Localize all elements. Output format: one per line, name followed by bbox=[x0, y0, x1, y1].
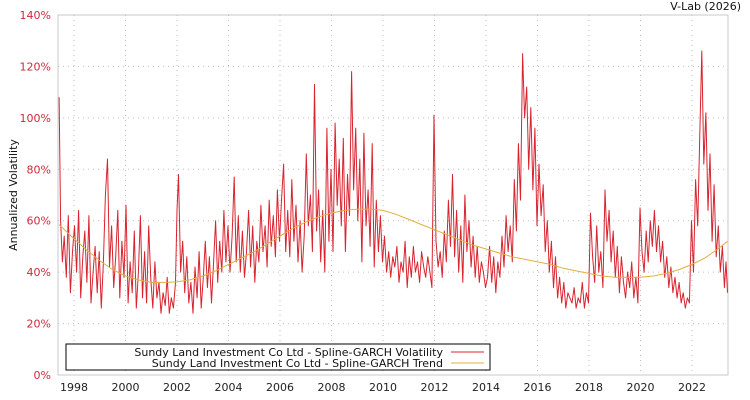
y-tick-label: 140% bbox=[20, 9, 51, 22]
y-tick-label: 60% bbox=[27, 215, 51, 228]
legend: Sundy Land Investment Co Ltd - Spline-GA… bbox=[65, 343, 491, 371]
x-tick-label: 2012 bbox=[421, 381, 449, 394]
x-tick-label: 2018 bbox=[575, 381, 603, 394]
source-credit: V-Lab (2026) bbox=[670, 0, 741, 13]
x-tick-label: 2010 bbox=[369, 381, 397, 394]
x-tick-label: 1998 bbox=[60, 381, 88, 394]
legend-label-volatility: Sundy Land Investment Co Ltd - Spline-GA… bbox=[134, 346, 443, 359]
x-tick-label: 2002 bbox=[163, 381, 191, 394]
x-axis-ticks: 1998 2000 2002 2004 2006 2008 2010 2012 2014 2016… bbox=[60, 381, 706, 394]
y-axis-label: Annualized Volatility bbox=[7, 139, 20, 251]
x-tick-label: 2020 bbox=[627, 381, 655, 394]
trend-line bbox=[58, 208, 728, 283]
x-tick-label: 2022 bbox=[678, 381, 706, 394]
series-layer bbox=[58, 50, 728, 314]
x-tick-label: 2000 bbox=[112, 381, 140, 394]
grid-lines bbox=[58, 15, 728, 375]
plot-frame bbox=[57, 14, 729, 376]
legend-label-trend: Sundy Land Investment Co Ltd - Spline-GA… bbox=[152, 357, 443, 370]
y-tick-label: 100% bbox=[20, 112, 51, 125]
x-tick-label: 2014 bbox=[472, 381, 500, 394]
x-tick-label: 2006 bbox=[266, 381, 294, 394]
y-tick-label: 40% bbox=[27, 266, 51, 279]
x-tick-label: 2004 bbox=[215, 381, 243, 394]
volatility-line bbox=[58, 50, 728, 314]
x-tick-label: 2016 bbox=[524, 381, 552, 394]
legend-box bbox=[65, 343, 491, 371]
x-tick-label: 2008 bbox=[318, 381, 346, 394]
y-axis-ticks: 0% 20% 40% 60% 80% 100% 120% 140% bbox=[20, 9, 51, 382]
y-tick-label: 0% bbox=[34, 369, 51, 382]
y-tick-label: 80% bbox=[27, 163, 51, 176]
y-tick-label: 20% bbox=[27, 318, 51, 331]
y-tick-label: 120% bbox=[20, 60, 51, 73]
